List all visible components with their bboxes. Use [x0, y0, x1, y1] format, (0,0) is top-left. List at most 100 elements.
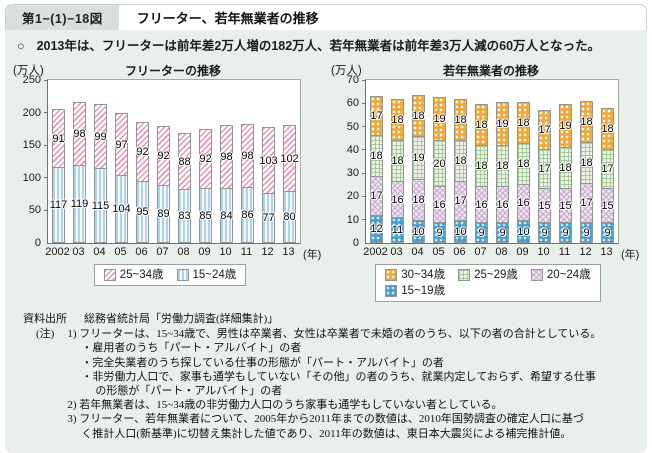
value-label: 89 [157, 208, 170, 220]
y-tick-mark [362, 102, 366, 104]
value-label: 9 [436, 226, 443, 239]
bar-10: 84 98 [220, 125, 233, 243]
bar-segment: 115 [92, 168, 109, 243]
bar-segment: 19 [433, 97, 446, 141]
bar-segment: 102 [280, 125, 299, 192]
bar-07: 9 16 18 18 [475, 104, 488, 243]
value-label: 18 [454, 155, 467, 167]
value-label: 15 [559, 199, 572, 212]
y-tick-label: 200 [22, 106, 41, 119]
value-label: 80 [283, 211, 296, 223]
bar-segment: 88 [178, 133, 191, 190]
figure-frame: 第1−(1)−18図 フリーター、若年無業者の推移 ○ 2013年は、フリーター… [5, 4, 647, 453]
bar-05: 104 97 [112, 113, 131, 243]
value-label: 19 [433, 113, 446, 125]
bar-segment: 17 [538, 149, 551, 189]
value-label: 9 [604, 226, 611, 239]
plot-area: 0 50 100 150 200 250 117 91 119 98 115 99 104 97 95 92 8… [23, 74, 301, 249]
notes-block: 資料出所 総務省統計局「労働力調査(詳細集計)」 (注) 1) フリーターは、1… [23, 312, 633, 441]
legend-swatch-icon [530, 269, 543, 281]
chart-title: 若年無業者の推移 [442, 64, 539, 78]
value-label: 11 [391, 224, 404, 236]
legend-swatch-icon [176, 269, 189, 281]
y-tick-label: 20 [346, 190, 359, 203]
value-label: 18 [391, 114, 404, 126]
bar-segment: 9 [601, 222, 614, 243]
bullet-circle-icon: ○ [17, 39, 25, 53]
note-block: (注) 1) フリーターは、15~34歳で、男性は卒業者、女性は卒業者で未婚の者… [23, 327, 633, 441]
bar-segment: 77 [262, 193, 275, 243]
y-tick-mark [44, 209, 48, 211]
bar-segment: 19 [559, 104, 572, 148]
bar-segment: 83 [178, 189, 191, 243]
value-label: 16 [517, 196, 530, 209]
y-tick-mark [44, 144, 48, 146]
bar-segment: 18 [517, 102, 530, 144]
legend-swatch-icon [103, 269, 116, 281]
value-label: 10 [412, 225, 425, 238]
note-label: (注) [36, 328, 55, 341]
bar-11: 9 15 18 19 [559, 104, 572, 243]
legend-item: 30~34歳 [385, 267, 445, 283]
y-tick-label: 150 [22, 139, 41, 152]
legend-swatch-icon [458, 269, 471, 281]
bar-2002: 12 17 18 17 [370, 96, 383, 243]
x-tick-label: 10 [219, 246, 232, 258]
bar-segment: 10 [454, 220, 467, 243]
source-row: 資料出所 総務省統計局「労働力調査(詳細集計)」 [23, 312, 633, 326]
source-text: 総務省統計局「労働力調査(詳細集計)」 [84, 313, 279, 325]
x-tick-label: 06 [135, 246, 148, 258]
bar-segment: 17 [538, 110, 551, 150]
legend-row: 15~19歳 [385, 283, 590, 299]
value-label: 18 [580, 116, 593, 128]
chart-head: (万人) フリーターの推移 [11, 62, 329, 79]
value-label: 16 [496, 198, 509, 211]
bar-segment: 18 [496, 145, 509, 187]
x-tick-label: 11 [558, 246, 571, 258]
value-label: 9 [499, 226, 506, 239]
value-label: 15 [538, 199, 551, 212]
bar-segment: 84 [220, 188, 233, 243]
legend-row: 30~34歳 25~29歳 20~24歳 [385, 267, 591, 283]
value-label: 98 [220, 151, 233, 163]
bar-12: 9 17 18 18 [580, 101, 593, 243]
bar-segment: 20 [433, 140, 446, 187]
value-label: 92 [136, 146, 149, 158]
value-label: 18 [475, 160, 488, 172]
y-tick-mark [362, 79, 366, 81]
y-tick-label: 60 [346, 97, 359, 110]
bar-06: 95 92 [136, 122, 149, 243]
y-tick-mark [44, 79, 48, 81]
value-label: 19 [412, 152, 425, 164]
y-tick-label: 0 [34, 237, 41, 249]
bar-segment: 18 [454, 99, 467, 141]
value-label: 83 [178, 210, 191, 222]
bar-segment: 18 [412, 179, 425, 221]
x-tick-label: 05 [114, 246, 127, 258]
y-tick-mark [362, 172, 366, 174]
x-tick-label: 08 [177, 246, 190, 258]
bar-segment: 18 [412, 95, 425, 137]
note-line: 2) 若年無業者は、15~34歳の非労働力人口のうち家事も通学もしていない者とし… [67, 399, 503, 412]
value-label: 98 [73, 128, 86, 140]
note-line: 1) フリーターは、15~34歳で、男性は卒業者、女性は卒業者で未婚の者のうち、… [67, 328, 602, 341]
chart-title: フリーターの推移 [124, 64, 221, 78]
value-label: 92 [199, 153, 212, 165]
y-tick-label: 50 [346, 120, 359, 133]
bar-segment: 17 [454, 181, 467, 221]
bar-segment: 15 [601, 188, 614, 223]
bar-07: 89 92 [157, 126, 170, 243]
y-axis-unit-label: (万人) [13, 65, 44, 77]
value-label: 18 [559, 162, 572, 174]
y-tick-mark [362, 195, 366, 197]
value-label: 16 [391, 193, 404, 206]
note-line: ・雇用者のうち「パート・アルバイト」の者 [81, 342, 302, 355]
value-label: 119 [70, 198, 89, 210]
value-label: 85 [199, 209, 212, 222]
bar-segment: 91 [52, 109, 65, 168]
legend-label: 25~29歳 [474, 269, 518, 281]
x-tick-label: 04 [411, 246, 424, 258]
x-tick-label: 09 [516, 246, 529, 258]
x-tick-label: 11 [240, 246, 253, 258]
value-label: 18 [601, 123, 614, 135]
